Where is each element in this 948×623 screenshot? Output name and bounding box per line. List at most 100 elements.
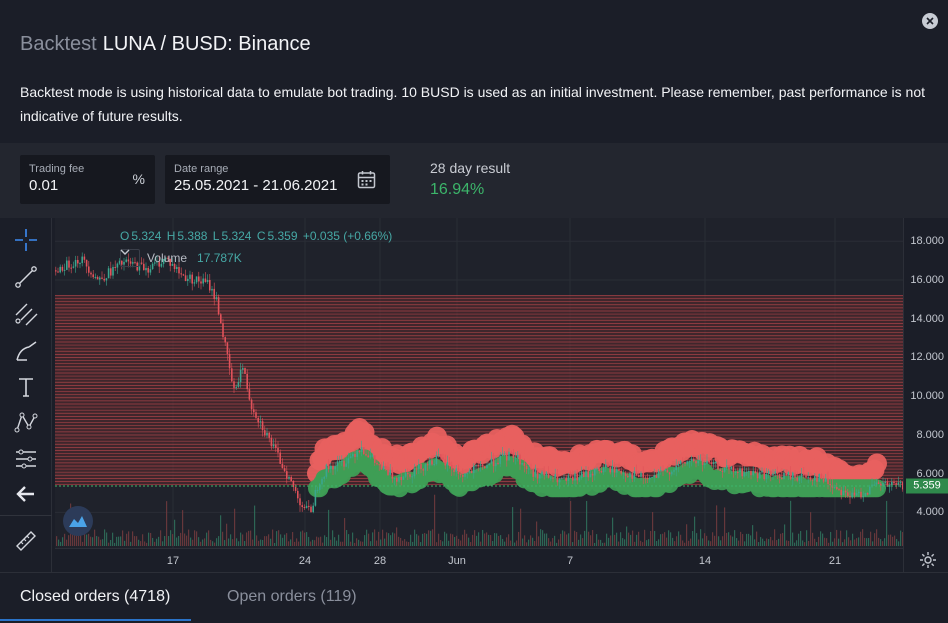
candle-body — [341, 460, 343, 462]
volume-bar — [204, 538, 206, 546]
candle-body — [490, 458, 493, 464]
candle-body — [77, 259, 79, 264]
candle-body — [726, 465, 728, 468]
volume-bar — [386, 532, 388, 546]
ruler-tool[interactable] — [11, 526, 41, 556]
candle-body — [778, 474, 781, 478]
volume-bar — [722, 536, 724, 546]
price-axis[interactable]: 5.359 18.000 16.000 14.000 12.000 10.000 8.00… — [903, 218, 948, 572]
candle-body — [484, 466, 486, 469]
volume-bar — [556, 542, 558, 546]
volume-bar — [436, 542, 438, 546]
candle-body — [598, 468, 600, 472]
fib-tool[interactable] — [11, 299, 41, 329]
candle-body — [814, 476, 816, 481]
brush-tool[interactable] — [11, 336, 41, 366]
volume-bar — [170, 530, 172, 546]
close-button[interactable] — [922, 13, 938, 29]
volume-bar — [510, 540, 512, 546]
tab-open-orders[interactable]: Open orders (119) — [227, 588, 357, 605]
volume-bar — [80, 532, 82, 546]
candle-body — [503, 453, 506, 455]
volume-bar — [612, 517, 614, 546]
pattern-tool[interactable] — [11, 408, 41, 438]
volume-bar — [252, 539, 254, 546]
candle-body — [473, 466, 475, 474]
candle-body — [809, 477, 812, 480]
candle-body — [261, 421, 264, 431]
candle-body — [602, 468, 605, 473]
candle-body — [499, 455, 501, 464]
volume-bar — [626, 526, 628, 546]
volume-bar — [66, 539, 68, 546]
volume-bar — [320, 536, 322, 546]
candle-body — [281, 463, 284, 469]
chart-svg[interactable] — [55, 218, 903, 548]
candle-body — [215, 297, 218, 299]
candle-body — [501, 453, 504, 456]
crosshair-tool[interactable] — [11, 225, 41, 255]
candle-body — [851, 492, 853, 498]
collapse-legend-button[interactable] — [120, 249, 140, 267]
candle-body — [143, 263, 145, 271]
candle-body — [666, 470, 669, 473]
volume-bar — [196, 531, 198, 546]
backtest-params: Trading fee 0.01 % Date range 25.05.2021… — [0, 143, 948, 218]
candle-body — [319, 484, 321, 490]
candle-body — [72, 266, 75, 268]
volume-bar — [600, 539, 602, 546]
gear-icon[interactable] — [918, 550, 938, 570]
volume-bar — [828, 542, 830, 546]
date-range-value[interactable]: 25.05.2021 - 21.06.2021 — [174, 177, 338, 194]
candle-body — [748, 470, 750, 472]
text-tool[interactable] — [11, 372, 41, 402]
trend-line-tool[interactable] — [11, 262, 41, 292]
volume-bar — [412, 541, 414, 546]
tab-closed-orders[interactable]: Closed orders (4718) — [20, 588, 171, 605]
candle-body — [880, 483, 882, 486]
volume-bar — [212, 541, 214, 546]
tradingview-logo[interactable] — [63, 506, 93, 536]
volume-bar — [288, 541, 290, 546]
trading-fee-field[interactable]: Trading fee 0.01 % — [20, 155, 155, 204]
volume-bar — [566, 534, 568, 546]
y-tick-label: 4.000 — [916, 506, 944, 519]
volume-bar — [682, 540, 684, 546]
volume-bar — [790, 500, 792, 546]
volume-bar — [806, 530, 808, 546]
trading-fee-value[interactable]: 0.01 — [29, 177, 59, 194]
volume-bar — [454, 536, 456, 546]
measure-tool[interactable] — [11, 444, 41, 474]
candle-body — [178, 267, 180, 274]
calendar-icon[interactable] — [357, 170, 376, 189]
volume-bar — [152, 537, 154, 546]
candle-body — [283, 468, 286, 472]
candle-body — [649, 477, 651, 480]
candle-body — [268, 432, 270, 438]
trading-fee-label: Trading fee — [29, 163, 85, 175]
candle-body — [829, 484, 831, 486]
date-range-field[interactable]: Date range 25.05.2021 - 21.06.2021 — [165, 155, 390, 204]
back-tool[interactable] — [11, 479, 41, 509]
candle-body — [330, 465, 332, 470]
candle-body — [83, 256, 86, 260]
candle-body — [638, 475, 640, 477]
candle-body — [316, 489, 319, 491]
volume-bar — [500, 535, 502, 546]
time-axis[interactable]: 17 24 28 Jun 7 14 21 — [55, 548, 903, 572]
candle-body — [303, 506, 306, 508]
volume-bar — [646, 540, 648, 546]
volume-bar — [728, 532, 730, 546]
price-chart[interactable]: O 5.324 H 5.388 L 5.324 C 5.359 +0.035 (+0.6… — [55, 218, 903, 548]
candle-body — [704, 463, 706, 466]
arrow-left-icon — [16, 486, 34, 502]
volume-bar — [672, 537, 674, 546]
volume-bar — [414, 529, 416, 546]
candle-body — [103, 278, 105, 281]
volume-bar — [842, 542, 844, 546]
candle-body — [605, 464, 607, 469]
candle-body — [290, 476, 292, 481]
volume-bar — [188, 529, 190, 546]
candle-body — [235, 386, 237, 388]
volume-bar — [718, 536, 720, 546]
